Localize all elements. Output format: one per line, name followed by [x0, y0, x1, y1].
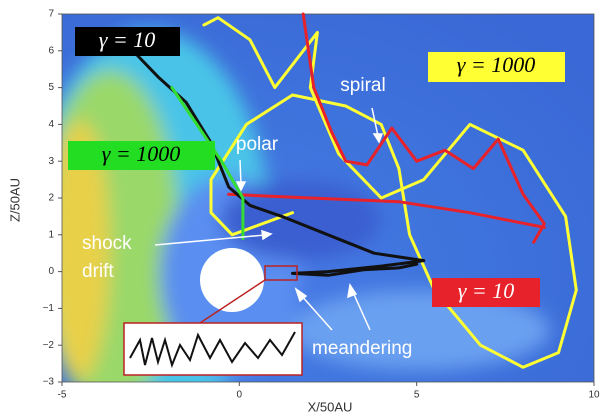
y-axis-label: Z/50AU	[7, 178, 22, 222]
x-tick-label: -5	[58, 390, 67, 401]
annotation: γ = 10	[458, 278, 515, 303]
annotation: γ = 10	[99, 27, 156, 52]
y-tick-label: 6	[48, 45, 54, 56]
x-tick-label: 10	[588, 390, 600, 401]
annotation: polar	[236, 134, 279, 155]
y-tick-label: −1	[43, 303, 55, 314]
x-axis-label: X/50AU	[308, 399, 353, 414]
y-tick-label: 2	[48, 193, 54, 204]
y-tick-label: 1	[48, 229, 54, 240]
x-tick-label: 5	[414, 390, 420, 401]
annotation: γ = 1000	[457, 52, 536, 77]
annotation: meandering	[312, 338, 412, 359]
y-tick-label: 7	[48, 9, 54, 20]
y-tick-label: −3	[43, 377, 55, 388]
chart: γ = 10 γ = 1000 γ = 1000 γ = 10 spiral p…	[0, 0, 605, 416]
inset	[124, 323, 302, 375]
annotation: drift	[82, 261, 114, 282]
y-tick-label: 5	[48, 82, 54, 93]
y-tick-label: 3	[48, 156, 54, 167]
x-tick-label: 0	[237, 390, 243, 401]
y-tick-label: −2	[43, 340, 55, 351]
annotation: shock	[82, 233, 132, 254]
annotation: γ = 1000	[102, 141, 181, 166]
y-tick-label: 0	[48, 266, 54, 277]
annotation: spiral	[340, 75, 385, 96]
y-tick-label: 4	[48, 119, 54, 130]
